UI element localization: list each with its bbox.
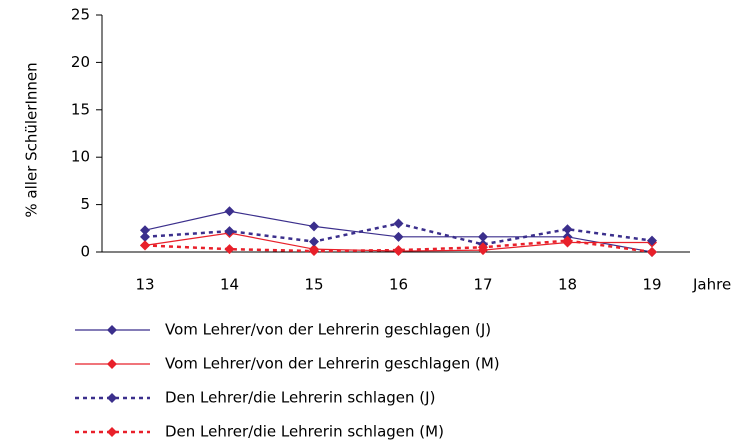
data-point (224, 226, 235, 237)
legend-label: Den Lehrer/die Lehrerin schlagen (M) (165, 423, 444, 441)
y-tick-label: 0 (80, 243, 90, 261)
x-tick-label: 15 (304, 276, 323, 294)
legend-marker (107, 325, 117, 335)
data-point (562, 235, 573, 246)
x-axis-label: Jahre (692, 276, 731, 294)
data-point (647, 247, 657, 257)
y-tick-label: 10 (71, 148, 90, 166)
data-point (309, 246, 319, 257)
x-tick-label: 17 (473, 276, 492, 294)
y-axis-label: % aller SchülerInnen (23, 62, 41, 217)
legend-label: Vom Lehrer/von der Lehrerin geschlagen (… (165, 355, 500, 373)
y-tick-label: 15 (71, 100, 90, 118)
data-point (309, 221, 319, 232)
data-point (224, 244, 235, 255)
x-tick-label: 18 (558, 276, 577, 294)
legend-label: Den Lehrer/die Lehrerin schlagen (J) (165, 389, 435, 407)
data-point (393, 231, 404, 242)
x-tick-label: 16 (389, 276, 408, 294)
data-point (393, 245, 404, 256)
x-tick-label: 19 (642, 276, 661, 294)
data-point (224, 206, 235, 217)
data-point (562, 224, 573, 235)
legend-marker (107, 427, 117, 437)
data-point (140, 231, 150, 242)
data-point (140, 225, 150, 236)
data-point (478, 242, 488, 253)
y-tick-label: 5 (80, 195, 90, 213)
data-point (393, 218, 404, 229)
y-tick-label: 25 (71, 6, 90, 24)
legend-marker (107, 359, 117, 369)
x-tick-label: 14 (220, 276, 239, 294)
y-tick-label: 20 (71, 53, 90, 71)
data-point (478, 231, 488, 242)
data-point (309, 236, 319, 247)
legend-marker (107, 393, 117, 403)
data-point (140, 240, 150, 251)
data-point (647, 235, 657, 246)
legend-label: Vom Lehrer/von der Lehrerin geschlagen (… (165, 321, 491, 339)
x-tick-label: 13 (135, 276, 154, 294)
